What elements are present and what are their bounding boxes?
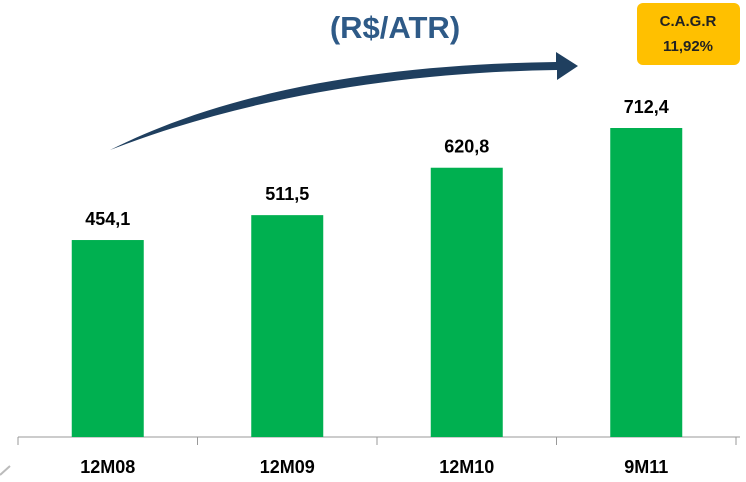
cagr-box <box>637 3 740 65</box>
value-label: 511,5 <box>265 184 309 204</box>
cagr-label: C.A.G.R <box>660 13 717 30</box>
chart-title: (R$/ATR) <box>330 10 460 45</box>
bar <box>610 128 683 437</box>
value-label: 712,4 <box>624 97 669 117</box>
corner-line <box>0 465 11 476</box>
trend-arrow <box>110 52 578 150</box>
x-tick-label: 9M11 <box>624 457 668 477</box>
cagr-value: 11,92% <box>663 38 713 55</box>
x-tick-label: 12M10 <box>439 457 494 477</box>
x-tick-label: 12M09 <box>260 457 315 477</box>
value-label: 620,8 <box>444 136 489 156</box>
bar <box>71 240 144 437</box>
bar <box>251 215 324 437</box>
x-tick-label: 12M08 <box>80 457 135 477</box>
bar <box>430 167 503 437</box>
value-label: 454,1 <box>85 209 130 229</box>
